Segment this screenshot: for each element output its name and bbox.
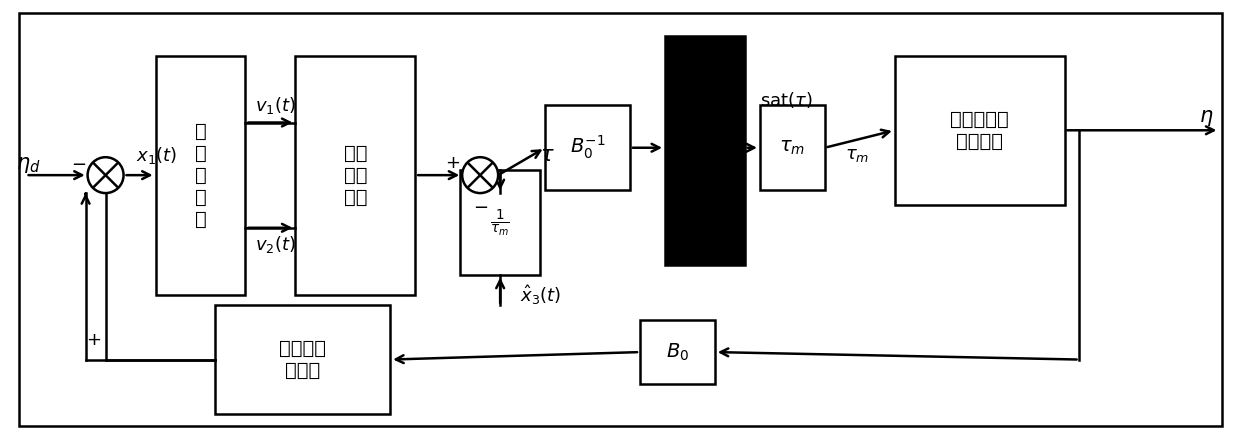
- Text: 状态
线性
组合: 状态 线性 组合: [343, 144, 367, 207]
- Text: 跟
踪
微
分
器: 跟 踪 微 分 器: [195, 122, 207, 228]
- Circle shape: [88, 157, 124, 193]
- Text: $\frac{1}{\tau_m}$: $\frac{1}{\tau_m}$: [491, 207, 510, 238]
- Text: $\tau_m$: $\tau_m$: [845, 146, 869, 164]
- Bar: [156, 56, 245, 295]
- Bar: [665, 36, 745, 265]
- Text: $B_0$: $B_0$: [665, 341, 689, 363]
- Text: $v_2(t)$: $v_2(t)$: [255, 235, 296, 255]
- Text: $\mathrm{sat}(\tau)$: $\mathrm{sat}(\tau)$: [760, 90, 813, 110]
- Text: $\eta$: $\eta$: [1199, 108, 1214, 128]
- Bar: [216, 305, 390, 415]
- Circle shape: [462, 157, 498, 193]
- Text: $B_0^{-1}$: $B_0^{-1}$: [570, 134, 606, 161]
- Bar: [545, 105, 629, 190]
- Bar: [295, 56, 415, 295]
- Text: $-$: $-$: [72, 154, 87, 172]
- Text: $x_1(t)$: $x_1(t)$: [135, 145, 177, 166]
- Text: 中性浮力机
器人系统: 中性浮力机 器人系统: [950, 110, 1009, 151]
- Text: $-$: $-$: [472, 197, 488, 215]
- Text: $v_1(t)$: $v_1(t)$: [255, 95, 296, 116]
- Bar: [895, 56, 1064, 205]
- Text: $\tau_m$: $\tau_m$: [779, 138, 805, 157]
- Bar: [641, 320, 715, 385]
- Text: 扩张状态
观测器: 扩张状态 观测器: [279, 339, 326, 380]
- Text: $\eta_d$: $\eta_d$: [16, 155, 40, 175]
- Text: $\hat{x}_3(t)$: $\hat{x}_3(t)$: [520, 283, 561, 306]
- Bar: [460, 170, 540, 275]
- Text: $+$: $+$: [445, 154, 460, 172]
- Text: $\tau$: $\tau$: [540, 145, 555, 165]
- Bar: [760, 105, 825, 190]
- Text: $+$: $+$: [85, 331, 100, 349]
